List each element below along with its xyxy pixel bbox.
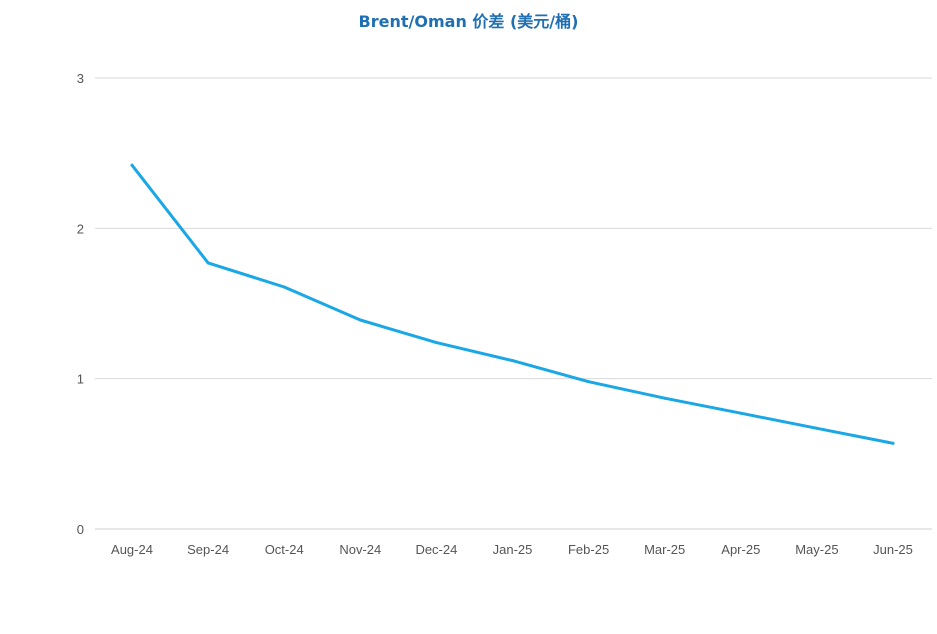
x-axis: Aug-24 Sep-24 Oct-24 Nov-24 Dec-24 Jan-25 Feb-… <box>111 542 913 557</box>
x-tick-label: Aug-24 <box>111 542 153 557</box>
series-line <box>130 163 895 445</box>
series-layer <box>130 163 895 445</box>
data-point <box>891 441 895 445</box>
x-tick-label: Jun-25 <box>873 542 913 557</box>
chart-title: Brent/Oman 价差 (美元/桶) <box>358 12 579 31</box>
data-point <box>587 380 591 384</box>
data-point <box>282 285 286 289</box>
data-point <box>739 411 743 415</box>
y-axis: 0 1 2 3 <box>77 71 84 537</box>
x-tick-label: Mar-25 <box>644 542 685 557</box>
y-tick-label: 2 <box>77 221 84 236</box>
y-tick-label: 0 <box>77 522 84 537</box>
data-point <box>206 261 210 265</box>
data-point <box>130 163 134 167</box>
x-tick-label: Apr-25 <box>721 542 760 557</box>
y-tick-label: 3 <box>77 71 84 86</box>
data-point <box>663 396 667 400</box>
x-tick-label: Feb-25 <box>568 542 609 557</box>
x-tick-label: Dec-24 <box>415 542 457 557</box>
data-point <box>815 426 819 430</box>
y-tick-label: 1 <box>77 372 84 387</box>
data-point <box>511 359 514 363</box>
x-tick-label: Sep-24 <box>187 542 229 557</box>
gridlines <box>95 77 932 530</box>
x-tick-label: May-25 <box>795 542 838 557</box>
data-point <box>358 318 362 322</box>
data-point <box>434 341 438 345</box>
x-tick-label: Jan-25 <box>493 542 533 557</box>
x-tick-label: Oct-24 <box>265 542 304 557</box>
x-tick-label: Nov-24 <box>339 542 381 557</box>
